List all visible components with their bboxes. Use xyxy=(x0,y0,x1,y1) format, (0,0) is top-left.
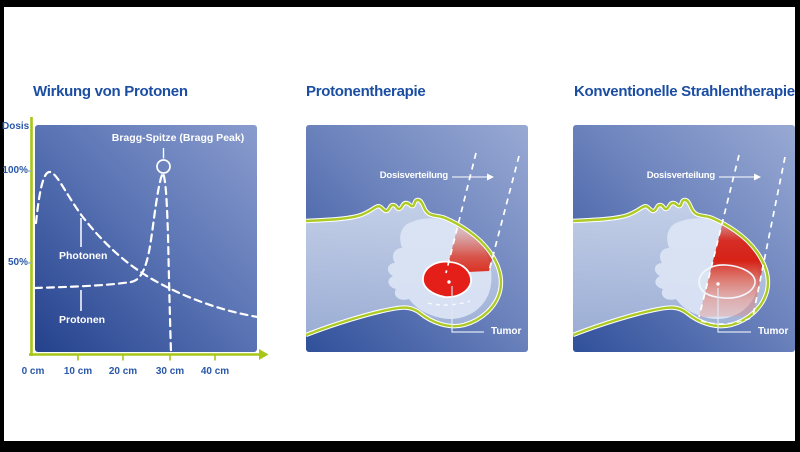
head-illustration-conventional xyxy=(573,154,786,338)
x-tick-0cm: 0 cm xyxy=(21,366,45,377)
y-tick-50: 50% xyxy=(7,257,28,268)
bragg-peak-annotation: Bragg-Spitze (Bragg Peak) xyxy=(111,132,245,144)
head-outline xyxy=(306,198,503,337)
y-tick-100: 100% xyxy=(2,165,28,176)
x-axis-ticks xyxy=(77,355,216,361)
head-outline xyxy=(573,198,770,337)
proton-therapy-illustration: Dosisverteilung Tumor xyxy=(306,125,528,352)
x-tick-30cm: 30 cm xyxy=(155,366,185,377)
head-illustration-proton xyxy=(306,152,520,338)
dose-beam-band xyxy=(446,209,501,273)
tumor-pointer-line xyxy=(451,286,484,333)
page-title: Wirkung von Protonen xyxy=(33,83,188,101)
page-title: Konventionelle Strahlentherapie xyxy=(574,83,795,101)
dose-distribution-label: Dosisverteilung xyxy=(646,170,715,181)
beam-exit-dashes xyxy=(427,300,471,306)
tumor-dot xyxy=(447,280,451,284)
dose-distribution-label: Dosisverteilung xyxy=(379,170,448,181)
tumor-shape xyxy=(698,264,756,299)
y-axis-ticks xyxy=(24,170,31,264)
dose-beam-band xyxy=(699,209,768,317)
head-silhouette xyxy=(306,197,504,338)
brain-region xyxy=(654,218,759,319)
photon-curve-label: Photonen xyxy=(59,250,108,262)
tumor-dot xyxy=(716,282,720,286)
arrow-right-icon xyxy=(487,173,494,181)
conventional-therapy-illustration: Dosisverteilung Tumor xyxy=(573,125,795,352)
chart-plot-area: Bragg-Spitze (Bragg Peak) Photonen Proto… xyxy=(35,125,257,352)
tumor-label: Tumor xyxy=(491,326,522,337)
brain-region xyxy=(387,218,492,319)
x-tick-20cm: 20 cm xyxy=(108,366,138,377)
tumor-label: Tumor xyxy=(758,326,789,337)
head-silhouette xyxy=(573,197,771,338)
beam-exit-dashes xyxy=(700,317,752,325)
tumor-pointer-line xyxy=(717,288,751,333)
dose-arrow xyxy=(719,173,761,181)
arrow-right-icon xyxy=(754,173,761,181)
beam-edge-lines xyxy=(445,152,520,274)
y-axis-label: Dosis xyxy=(2,121,30,132)
page-title: Protonentherapie xyxy=(306,83,426,101)
bragg-peak-marker xyxy=(156,159,171,174)
dose-arrow xyxy=(452,173,494,181)
tumor-shape xyxy=(422,260,472,298)
x-axis-arrowhead xyxy=(259,349,269,360)
x-tick-40cm: 40 cm xyxy=(200,366,230,377)
proton-curve-label: Protonen xyxy=(59,314,106,326)
photon-curve xyxy=(35,170,257,318)
x-tick-10cm: 10 cm xyxy=(63,366,93,377)
